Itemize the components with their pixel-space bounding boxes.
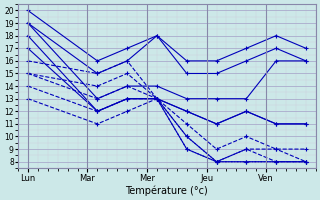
X-axis label: Température (°c): Température (°c) xyxy=(125,185,208,196)
